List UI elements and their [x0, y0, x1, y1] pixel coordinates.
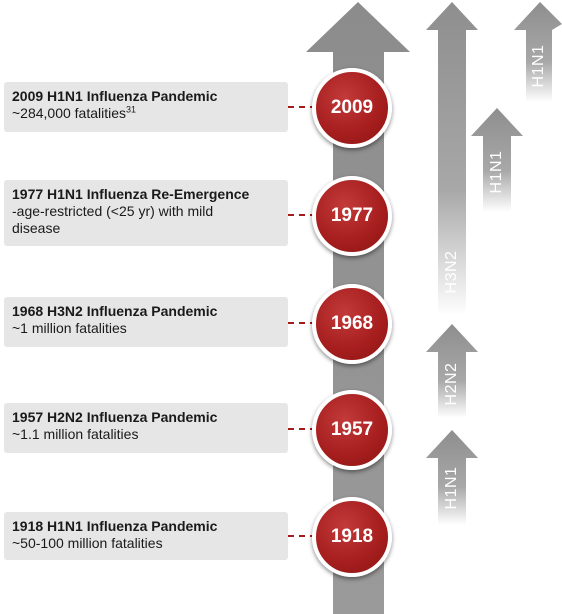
event-card-1957: 1957 H2N2 Influenza Pandemic ~1.1 millio… [4, 403, 288, 453]
h1n1-1918-arrow [426, 430, 478, 525]
event-detail: ~1.1 million fatalities [12, 426, 139, 442]
event-card-1918: 1918 H1N1 Influenza Pandemic ~50-100 mil… [4, 512, 288, 560]
connector-line [288, 322, 316, 324]
event-detail: -age-restricted (<25 yr) with mild disea… [12, 203, 214, 236]
h1n1-1977-arrow [471, 108, 523, 212]
event-detail: ~50-100 million fatalities [12, 535, 163, 551]
h1n1-2009-arrow [514, 2, 562, 102]
h3n2-arrow [426, 2, 478, 316]
connector-line [288, 106, 316, 108]
event-title: 1968 H3N2 Influenza Pandemic [12, 303, 218, 319]
h2n2-arrow [426, 324, 478, 418]
event-detail: ~1 million fatalities [12, 320, 127, 336]
event-detail: ~284,000 fatalities31 [12, 104, 137, 121]
event-card-1977: 1977 H1N1 Influenza Re-Emergence -age-re… [4, 180, 288, 246]
year-circle-2009: 2009 [312, 68, 392, 148]
year-circle-1957: 1957 [312, 390, 392, 470]
connector-line [288, 428, 316, 430]
event-card-1968: 1968 H3N2 Influenza Pandemic ~1 million … [4, 297, 288, 347]
connector-line [288, 214, 316, 216]
year-circle-1918: 1918 [312, 497, 392, 577]
connector-line [288, 535, 316, 537]
year-circle-1977: 1977 [312, 176, 392, 256]
event-title: 1977 H1N1 Influenza Re-Emergence [12, 186, 250, 202]
event-title: 1918 H1N1 Influenza Pandemic [12, 518, 218, 534]
event-card-2009: 2009 H1N1 Influenza Pandemic ~284,000 fa… [4, 82, 288, 132]
citation-superscript: 31 [126, 104, 137, 115]
event-title: 1957 H2N2 Influenza Pandemic [12, 409, 218, 425]
year-circle-1968: 1968 [312, 284, 392, 364]
event-title: 2009 H1N1 Influenza Pandemic [12, 88, 218, 104]
